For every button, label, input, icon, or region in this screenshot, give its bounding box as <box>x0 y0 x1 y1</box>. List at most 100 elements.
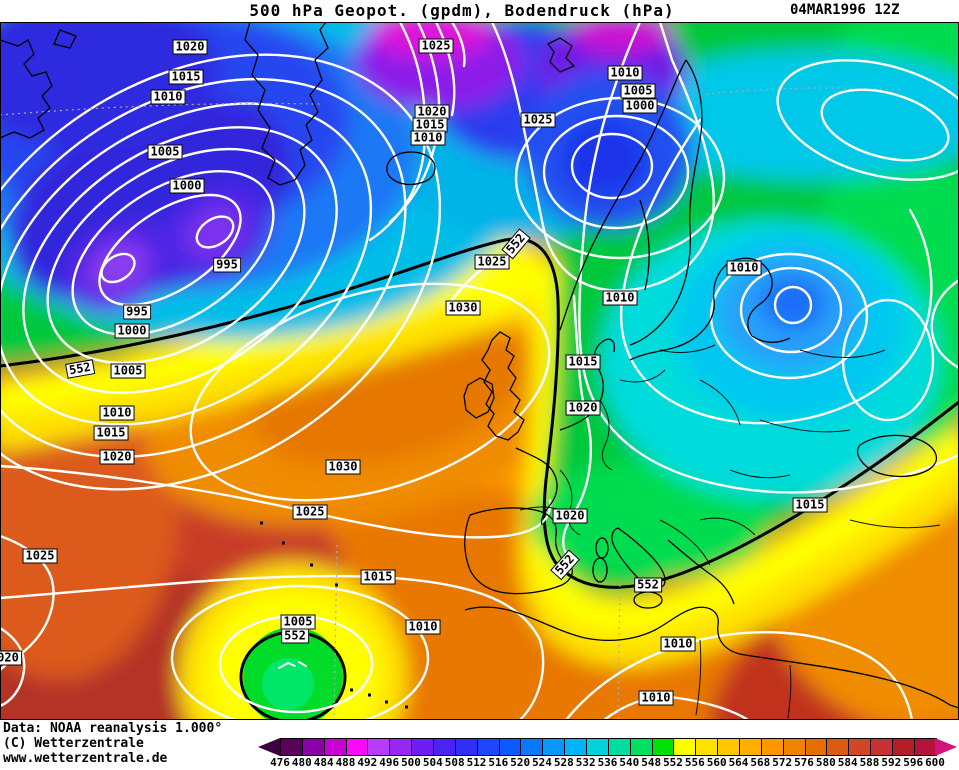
colorbar-segment <box>346 739 369 755</box>
colorbar-segment <box>761 739 784 755</box>
colorbar-segment <box>302 739 325 755</box>
colorbar-segment <box>499 739 522 755</box>
colorbar-tick-label: 600 <box>925 756 945 769</box>
colorbar-tick-label: 480 <box>291 756 312 769</box>
contour-label: 1010 <box>99 405 135 421</box>
colorbar-tick-label: 560 <box>706 756 727 769</box>
colorbar-tick-label: 540 <box>619 756 640 769</box>
footer: Data: NOAA reanalysis 1.000° (C) Wetterz… <box>0 720 959 770</box>
contour-label: 1015 <box>360 569 396 585</box>
data-source-text: Data: NOAA reanalysis 1.000° <box>3 721 223 736</box>
contour-label: 995 <box>213 257 241 273</box>
contour-label: 1005 <box>147 144 183 160</box>
colorbar-tick-label: 492 <box>357 756 378 769</box>
contour-label: 995 <box>123 304 151 320</box>
colorbar-segments <box>280 738 937 756</box>
colorbar-segment <box>740 739 762 755</box>
contour-label: 1000 <box>169 178 205 194</box>
contour-label: 1010 <box>607 65 643 81</box>
colorbar-segment <box>805 739 828 755</box>
colorbar-tick-label: 572 <box>772 756 793 769</box>
contour-label: 1010 <box>726 260 762 276</box>
contour-label: 1025 <box>520 112 556 128</box>
colorbar-segment <box>871 739 894 755</box>
colorbar-tick-label: 476 <box>270 756 290 769</box>
colorbar-segment <box>718 739 741 755</box>
colorbar-segment <box>914 739 936 755</box>
colorbar-tick-label: 592 <box>881 756 902 769</box>
colorbar-tick-label: 548 <box>641 756 662 769</box>
contour-label: 1030 <box>445 300 481 316</box>
map-date: 04MAR1996 12Z <box>790 2 900 18</box>
colorbar-tick-label: 552 <box>663 756 683 769</box>
colorbar-segment <box>783 739 806 755</box>
colorbar-tick-label: 512 <box>466 756 487 769</box>
contour-label: 1005 <box>110 363 146 379</box>
website-text: www.wetterzentrale.de <box>3 751 168 766</box>
contour-label: 1010 <box>660 636 696 652</box>
contour-label: 1015 <box>168 69 204 85</box>
colorbar-segment <box>324 739 347 755</box>
colorbar-tick-label: 488 <box>335 756 356 769</box>
contour-label: 1015 <box>792 497 828 513</box>
colorbar-tick-label: 484 <box>313 756 334 769</box>
colorbar-tick-label: 528 <box>553 756 574 769</box>
colorbar-tick-label: 504 <box>422 756 443 769</box>
colorbar-segment <box>281 739 303 755</box>
colorbar-tick-label: 516 <box>488 756 509 769</box>
contour-label: 1030 <box>325 459 361 475</box>
colorbar-tick-label: 508 <box>444 756 465 769</box>
colorbar-right-arrow <box>935 738 957 756</box>
colorbar-segment <box>434 739 456 755</box>
colorbar-tick-label: 580 <box>815 756 836 769</box>
colorbar-tick-label: 520 <box>510 756 531 769</box>
colorbar-segment <box>390 739 413 755</box>
colorbar-left-arrow <box>258 738 280 756</box>
country-borders <box>519 344 941 719</box>
contour-label: 1020 <box>565 400 601 416</box>
colorbar-segment <box>477 739 500 755</box>
graticule-lines <box>0 87 901 720</box>
contour-label: 1010 <box>405 619 441 635</box>
colorbar-tick-label: 496 <box>379 756 400 769</box>
colorbar-tick-label: 524 <box>532 756 552 769</box>
colorbar-segment <box>543 739 566 755</box>
contour-label: 020 <box>0 650 22 666</box>
contour-label: 1025 <box>22 548 58 564</box>
contour-label: 1000 <box>622 98 658 114</box>
colorbar-segment <box>565 739 588 755</box>
colorbar-tick-label: 564 <box>728 756 749 769</box>
title-bar: 500 hPa Geopot. (gpdm), Bodendruck (hPa)… <box>0 0 959 22</box>
contour-label: 1005 <box>620 83 656 99</box>
colorbar-segment <box>827 739 850 755</box>
contour-label: 552 <box>634 577 662 593</box>
colorbar-tick-label: 536 <box>597 756 618 769</box>
contour-label: 1025 <box>292 504 328 520</box>
colorbar-tick-label: 500 <box>401 756 421 769</box>
colorbar-segment <box>455 739 478 755</box>
colorbar-segment <box>630 739 653 755</box>
contour-label: 1020 <box>99 449 135 465</box>
contour-label: 1020 <box>552 508 588 524</box>
contour-label: 1005 <box>280 614 316 630</box>
copyright-text: (C) Wetterzentrale <box>3 736 144 751</box>
colorbar-segment <box>674 739 697 755</box>
contour-label: 1015 <box>565 354 601 370</box>
map-title: 500 hPa Geopot. (gpdm), Bodendruck (hPa) <box>249 1 675 20</box>
colorbar-segment <box>521 739 544 755</box>
contour-label: 1010 <box>150 89 186 105</box>
isobar-contours <box>0 22 959 720</box>
contour-label: 1025 <box>418 38 454 54</box>
contour-label: 1010 <box>602 290 638 306</box>
colorbar-segment <box>368 739 391 755</box>
colorbar-tick-label: 568 <box>750 756 771 769</box>
contour-label: 1025 <box>474 254 510 270</box>
colorbar-tick-label: 576 <box>794 756 814 769</box>
colorbar-segment <box>849 739 872 755</box>
colorbar-segment <box>608 739 631 755</box>
colorbar-tick-label: 588 <box>859 756 880 769</box>
colorbar-legend: 476 480 484 488 492 496 500 504 508 512 516 520 524 5… <box>258 737 958 770</box>
colorbar-tick-label: 556 <box>684 756 705 769</box>
colorbar-segment <box>412 739 435 755</box>
